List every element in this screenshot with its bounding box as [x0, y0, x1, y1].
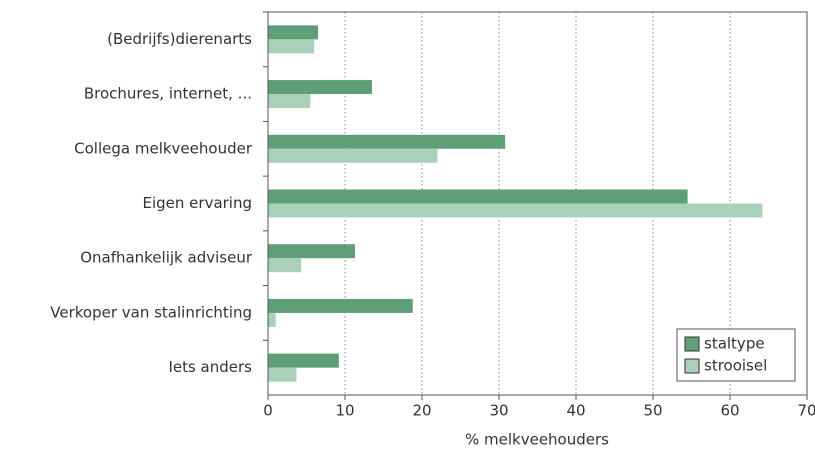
bar	[268, 148, 438, 163]
x-tick-label: 0	[263, 402, 273, 420]
x-tick-label: 60	[720, 402, 739, 420]
bar	[268, 25, 319, 40]
y-tick-label: Collega melkveehouder	[74, 139, 253, 157]
x-tick-label: 50	[643, 402, 662, 420]
y-tick-label: Onafhankelijk adviseur	[80, 249, 253, 267]
x-tick-label: 70	[797, 402, 815, 420]
y-tick-label: Brochures, internet, ...	[84, 85, 252, 103]
bar	[268, 94, 311, 109]
bar	[268, 258, 302, 273]
bar	[268, 244, 356, 259]
bar	[268, 189, 688, 204]
bar	[268, 298, 413, 313]
bar	[268, 39, 315, 54]
y-tick-label: Iets anders	[168, 358, 252, 376]
y-tick-label: Eigen ervaring	[143, 194, 253, 212]
legend-swatch	[684, 336, 700, 352]
bar	[268, 203, 763, 218]
x-tick-label: 20	[412, 402, 431, 420]
legend-label: strooisel	[704, 357, 767, 375]
bar	[268, 134, 506, 149]
y-tick-label: Verkoper van stalinrichting	[50, 303, 252, 321]
legend-swatch	[684, 358, 700, 374]
x-tick-label: 40	[566, 402, 585, 420]
x-axis-label: % melkveehouders	[465, 431, 609, 449]
x-tick-label: 10	[335, 402, 354, 420]
x-tick-label: 30	[489, 402, 508, 420]
y-tick-label: (Bedrijfs)dierenarts	[107, 30, 252, 48]
plot-frame	[267, 11, 808, 396]
bar	[268, 353, 339, 368]
bar	[268, 80, 372, 95]
bar	[268, 367, 297, 382]
legend-label: staltype	[704, 335, 765, 353]
bar	[268, 312, 276, 327]
